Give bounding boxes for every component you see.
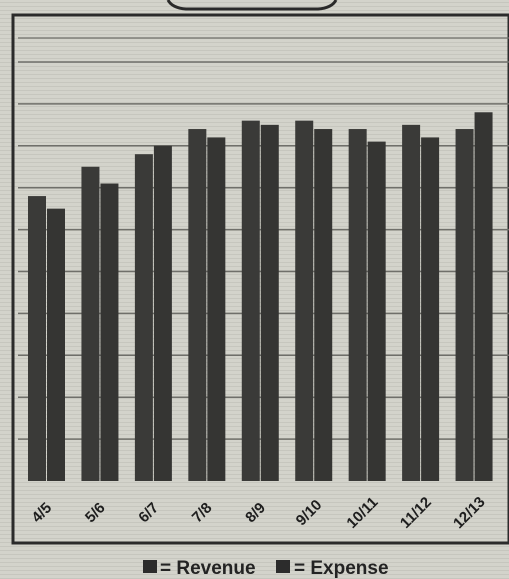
bar-revenue-6-7 <box>134 154 153 481</box>
bar-revenue-4-5 <box>28 196 46 481</box>
bar-expense-12-13 <box>474 112 493 481</box>
bar-revenue-10-11 <box>348 129 367 482</box>
legend-label-revenue: = Revenue <box>160 558 256 579</box>
bar-expense-7-8 <box>207 137 226 482</box>
legend-swatch-expense <box>276 560 290 573</box>
bar-revenue-12-13 <box>455 129 474 482</box>
bar-expense-8-9 <box>260 124 279 481</box>
bar-revenue-9-10 <box>295 120 314 481</box>
legend-swatch-revenue <box>143 560 157 573</box>
title-fragment <box>166 0 338 11</box>
bar-expense-9-10 <box>314 129 333 482</box>
bar-expense-6-7 <box>153 145 172 482</box>
bar-expense-11-12 <box>421 137 440 482</box>
bar-expense-4-5 <box>47 208 65 481</box>
bar-revenue-5-6 <box>81 166 100 481</box>
bar-revenue-7-8 <box>188 129 207 482</box>
bar-revenue-11-12 <box>402 124 421 481</box>
legend: = Revenue = Expense <box>143 558 389 579</box>
bar-expense-10-11 <box>367 141 386 482</box>
bars <box>28 112 493 482</box>
bar-expense-5-6 <box>100 183 119 481</box>
legend-label-expense: = Expense <box>294 558 389 579</box>
bar-revenue-8-9 <box>241 120 260 481</box>
